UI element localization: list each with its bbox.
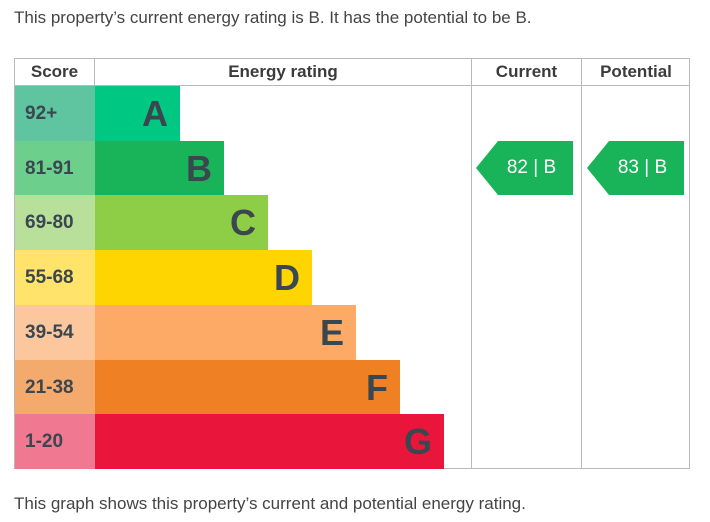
current-arrow-shape	[476, 140, 573, 195]
rating-bar-g: G	[95, 414, 444, 470]
intro-text: This property’s current energy rating is…	[14, 8, 532, 27]
rating-bar-a: A	[95, 86, 180, 141]
rating-letter-c: C	[230, 202, 256, 244]
energy-rating-header: Energy rating	[228, 62, 338, 81]
rating-letter-a: A	[142, 93, 168, 134]
rating-bar-c: C	[95, 195, 268, 251]
rating-letter-g: G	[403, 421, 432, 463]
rating-letter-e: E	[319, 311, 344, 353]
score-cell-g: 1-20	[15, 414, 95, 470]
score-cell-a: 92+	[15, 86, 95, 141]
potential-header: Potential	[600, 62, 672, 81]
current-rating-arrow: 82 | B	[476, 140, 573, 195]
potential-rating-arrow: 83 | B	[587, 140, 684, 195]
rating-letter-f: F	[366, 366, 388, 408]
score-cell-e: 39-54	[15, 304, 95, 360]
current-column-divider	[471, 59, 472, 468]
potential-arrow-shape	[587, 140, 684, 195]
rating-bar-d: D	[95, 250, 312, 306]
outro-text: This graph shows this property’s current…	[14, 494, 526, 513]
rating-bar-e: E	[95, 304, 356, 360]
header-divider	[15, 85, 689, 86]
current-rating-label: 82 | B	[506, 156, 557, 178]
rating-letter-b: B	[186, 147, 212, 189]
rating-bar-b: B	[95, 140, 224, 196]
rating-bar-f: F	[95, 359, 400, 415]
score-cell-d: 55-68	[15, 250, 95, 306]
score-header: Score	[30, 62, 79, 81]
score-cell-c: 69-80	[15, 195, 95, 251]
potential-column-divider	[581, 59, 582, 468]
potential-rating-label: 83 | B	[617, 156, 668, 178]
score-cell-f: 21-38	[15, 359, 95, 415]
score-cell-b: 81-91	[15, 140, 95, 196]
rating-letter-d: D	[274, 257, 300, 299]
current-header: Current	[495, 62, 558, 81]
energy-rating-chart: Score Energy rating Current Potential 92…	[14, 58, 690, 470]
